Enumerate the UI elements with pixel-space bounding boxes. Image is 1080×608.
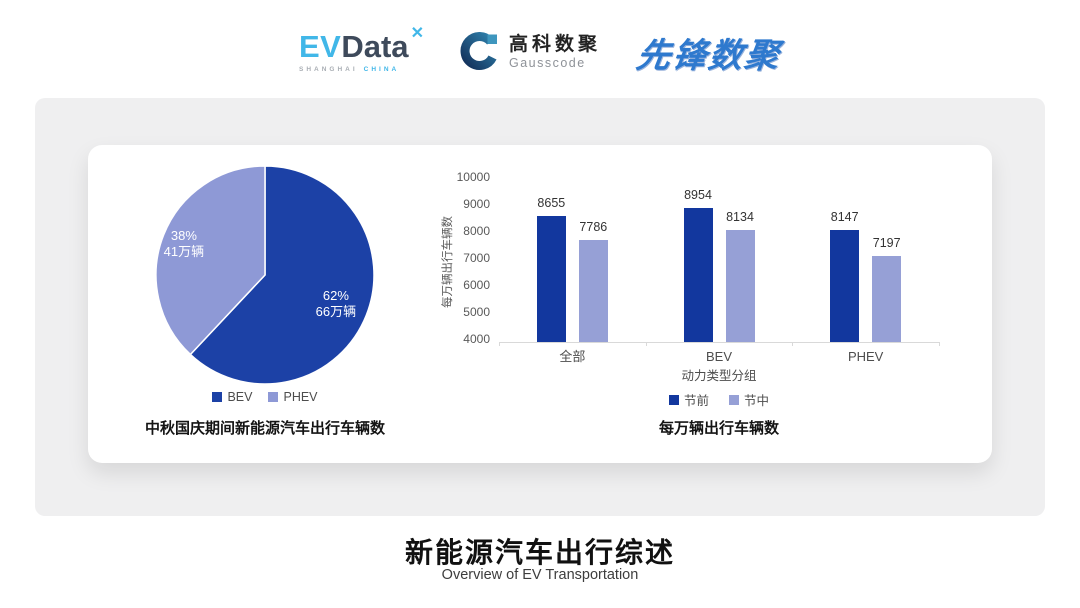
pie-slice-bev	[189, 165, 375, 385]
gausscode-text: 高科数聚 Gausscode	[509, 34, 601, 70]
bar-y-tick-label: 5000	[463, 305, 490, 319]
chart-card: 62% 66万辆 38% 41万辆 BEV PHEV 中秋国庆期间新能源汽车出行车辆数 …	[88, 145, 992, 463]
bar-节中-全部	[578, 239, 608, 342]
bar-节前-PHEV	[830, 230, 860, 342]
evdata-spark-icon: ✕	[410, 25, 424, 42]
pie-legend: BEV PHEV	[125, 390, 405, 404]
bar-legend-item: 节中	[729, 390, 769, 409]
bar-axis-tick	[499, 342, 500, 346]
evdata-logo: EV Data ✕ SHANGHAI CHINA	[299, 26, 424, 74]
pie-legend-swatch	[268, 392, 279, 402]
bar-legend: 节前 节中	[569, 390, 869, 409]
bar-axis-tick	[792, 342, 794, 346]
bar-节中-PHEV	[872, 255, 902, 342]
bar-y-axis-title: 每万辆出行车辆数	[442, 216, 454, 308]
bar-value-label: 8655	[537, 196, 566, 211]
bar-category-label: BEV	[705, 349, 732, 364]
gausscode-en-text: Gausscode	[508, 55, 586, 70]
bar-axis-tick	[645, 342, 647, 346]
pie-legend-swatch	[212, 392, 223, 402]
bar-legend-label: 节中	[744, 394, 770, 408]
gausscode-g-icon	[460, 32, 497, 70]
pie-chart-title: 中秋国庆期间新能源汽车出行车辆数	[144, 420, 385, 437]
gausscode-logo: 高科数聚 Gausscode	[460, 32, 601, 72]
bar-legend-swatch	[729, 394, 739, 405]
pie-legend-label: PHEV	[283, 390, 318, 404]
pie-slice-label-phev: 38% 41万辆	[164, 228, 204, 259]
bar-category-label: PHEV	[847, 349, 884, 364]
bar-y-tick-label: 7000	[463, 251, 490, 265]
gausscode-cn-text: 高科数聚	[508, 33, 601, 55]
evdata-china-text: CHINA	[363, 66, 400, 73]
pie-slice-label-bev: 62% 66万辆	[316, 288, 356, 319]
pie-chart: 62% 66万辆 38% 41万辆	[155, 165, 375, 385]
bar-y-tick-label: 6000	[463, 278, 490, 292]
bar-value-label: 7197	[872, 235, 901, 250]
bar-value-label: 7786	[579, 219, 608, 234]
evdata-ev-text: EV	[299, 29, 342, 64]
evdata-data-text: Data	[341, 29, 409, 64]
bar-legend-item: 节前	[668, 390, 709, 409]
bar-节前-BEV	[683, 208, 713, 342]
bar-category-label: 全部	[559, 349, 586, 364]
evdata-shanghai-text: SHANGHAI	[299, 66, 358, 73]
page-title: 新能源汽车出行综述	[404, 537, 675, 568]
pie-legend-item: BEV	[212, 390, 252, 404]
page-subtitle: Overview of EV Transportation	[441, 567, 639, 583]
header-logos: EV Data ✕ SHANGHAI CHINA	[0, 18, 1080, 86]
bar-节前-全部	[536, 216, 566, 342]
bar-y-tick-label: 4000	[463, 332, 490, 346]
bar-chart: 4000 5000 6000 7000 8000 9000 10000 8655 7786 全部 8…	[88, 145, 992, 463]
bar-x-axis-line	[499, 342, 939, 343]
pie-legend-item: PHEV	[268, 390, 318, 404]
bar-y-tick-label: 9000	[463, 197, 490, 211]
bar-value-label: 8954	[684, 188, 712, 203]
bar-legend-label: 节前	[683, 394, 709, 408]
bar-value-label: 8134	[726, 210, 754, 225]
bar-legend-swatch	[668, 394, 679, 405]
evdata-subtitle: SHANGHAI CHINA	[299, 66, 399, 73]
pie-slice-phev	[155, 165, 266, 356]
bar-axis-tick	[939, 342, 940, 346]
bar-value-label: 8147	[830, 210, 859, 225]
bar-chart-title: 每万辆出行车辆数	[658, 420, 779, 437]
bar-y-tick-label: 10000	[456, 170, 490, 184]
content-panel: 62% 66万辆 38% 41万辆 BEV PHEV 中秋国庆期间新能源汽车出行车辆数 …	[35, 98, 1045, 516]
bar-节中-BEV	[725, 230, 755, 342]
evdata-wordmark: EV Data ✕	[299, 26, 424, 64]
pie-legend-label: BEV	[227, 390, 253, 404]
bar-x-axis-title: 动力类型分组	[681, 369, 757, 383]
xianfeng-shuju-logo: 先锋数聚	[633, 36, 784, 75]
bar-y-tick-label: 8000	[463, 224, 490, 238]
